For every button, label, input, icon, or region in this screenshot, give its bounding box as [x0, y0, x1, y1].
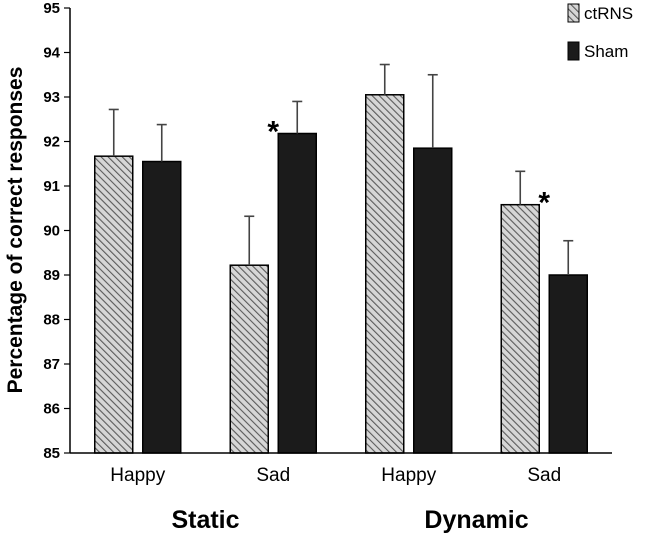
bar-sham-1 — [277, 132, 317, 454]
bar-sham-0 — [142, 160, 182, 454]
category-labels: Happy Sad Happy Sad — [110, 465, 561, 486]
bar-ctrns-2 — [365, 94, 405, 454]
y-tick-label: 86 — [43, 401, 60, 418]
significance-markers: ** — [267, 115, 550, 219]
y-tick-label: 94 — [43, 45, 60, 62]
x-tick-label: Sad — [256, 465, 290, 486]
bars — [94, 94, 588, 454]
significance-star: * — [267, 115, 279, 148]
y-axis-title-group: Percentage of correct responses — [4, 67, 27, 394]
bar-sham-3 — [548, 274, 588, 454]
y-tick-label: 87 — [43, 356, 60, 373]
legend-swatch-ctrns — [567, 3, 580, 23]
bar-ctrns-1 — [229, 264, 269, 454]
legend-label-ctrns: ctRNS — [584, 4, 633, 23]
y-tick-label: 93 — [43, 89, 60, 106]
y-tick-label: 90 — [43, 223, 60, 240]
x-tick-label: Happy — [381, 465, 436, 486]
y-tick-label: 95 — [43, 0, 60, 17]
group-labels: Static Dynamic — [171, 506, 528, 534]
bar-ctrns-0 — [94, 155, 134, 454]
bar-ctrns-3 — [500, 203, 540, 454]
y-axis-title: Percentage of correct responses — [4, 67, 27, 394]
y-tick-label: 89 — [43, 267, 60, 284]
y-axis-ticks: 85 86 87 88 89 90 91 92 93 94 95 — [43, 0, 70, 462]
y-tick-label: 92 — [43, 134, 60, 151]
legend-swatch-sham — [567, 41, 580, 61]
y-tick-label: 85 — [43, 445, 60, 462]
bar-sham-2 — [413, 147, 453, 454]
y-tick-label: 88 — [43, 312, 60, 329]
y-tick-label: 91 — [43, 178, 60, 195]
group-label-static: Static — [171, 506, 239, 534]
legend-label-sham: Sham — [584, 42, 628, 61]
significance-star: * — [538, 187, 550, 220]
x-tick-label: Sad — [527, 465, 561, 486]
x-tick-label: Happy — [110, 465, 165, 486]
error-bars — [108, 63, 574, 275]
legend: ctRNS Sham — [567, 3, 633, 61]
group-label-dynamic: Dynamic — [424, 506, 528, 534]
